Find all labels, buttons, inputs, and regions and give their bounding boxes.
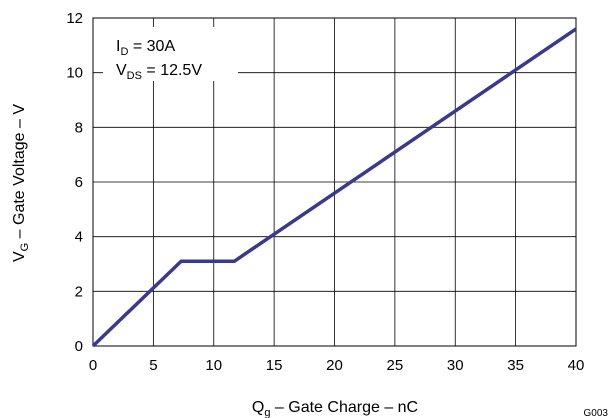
x-tick-label-7: 35 <box>507 357 524 374</box>
series-group <box>91 27 577 348</box>
annotation-drain-current: ID = 30A <box>116 38 175 58</box>
y-tick-label-6: 12 <box>66 10 83 27</box>
plot-frame <box>92 17 577 347</box>
grid-lines <box>92 17 577 347</box>
x-tick-label-3: 15 <box>266 357 283 374</box>
x-tick-label-4: 20 <box>326 357 343 374</box>
x-tick-label-1: 5 <box>149 357 157 374</box>
series-line-0 <box>91 27 577 348</box>
annotation-box <box>103 27 238 81</box>
x-tick-label-8: 40 <box>568 357 585 374</box>
y-tick-label-2: 4 <box>75 229 83 246</box>
annotation-drain-source-voltage: VDS = 12.5V <box>116 62 202 82</box>
y-tick-label-3: 6 <box>75 174 83 191</box>
x-tick-label-0: 0 <box>89 357 97 374</box>
y-tick-label-4: 8 <box>75 119 83 136</box>
x-tick-label-5: 25 <box>387 357 404 374</box>
y-tick-label-1: 2 <box>75 283 83 300</box>
y-tick-labels: 0 2 4 6 8 10 12 <box>66 10 83 355</box>
x-axis-label: Qg – Gate Charge – nC <box>252 399 418 418</box>
x-tick-label-6: 30 <box>447 357 464 374</box>
x-tick-label-2: 10 <box>205 357 222 374</box>
x-tick-labels: 0 5 10 15 20 25 30 35 40 <box>89 357 585 374</box>
y-axis-label: VG – Gate Voltage – V <box>11 104 31 262</box>
figure-id: G003 <box>584 408 609 418</box>
y-tick-label-5: 10 <box>66 65 83 82</box>
y-tick-label-0: 0 <box>75 338 83 355</box>
